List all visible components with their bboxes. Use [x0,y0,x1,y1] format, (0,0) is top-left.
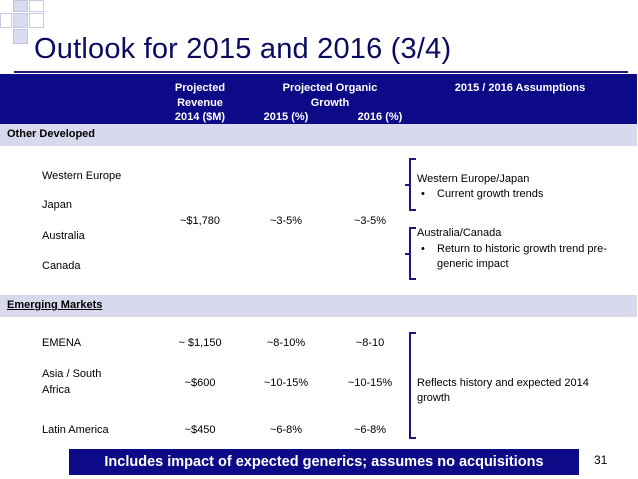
region-label: Africa [42,384,71,396]
growth-2015-value: ~8-10% [266,337,306,349]
decor-square [0,13,12,28]
decor-square [13,13,28,28]
region-label: Latin America [42,424,109,436]
region-label: Asia / South [42,368,102,380]
assumption-bullet: Return to historic growth trend pre- [437,243,607,255]
header-revenue-line3: 2014 ($M) [174,111,226,123]
header-growth-2015: 2015 (%) [263,111,309,123]
region-label: EMENA [42,337,82,349]
page-title: Outlook for 2015 and 2016 (3/4) [34,33,452,65]
growth-2016-value: ~6-8% [353,424,387,436]
growth-2016-value: ~8-10 [355,337,385,349]
title-divider [14,71,628,73]
decor-square [13,29,28,44]
region-label: Japan [42,199,72,211]
page-number: 31 [594,453,608,467]
decor-square [13,0,28,12]
footer-banner: Includes impact of expected generics; as… [69,449,579,475]
bullet-dot: • [421,188,425,200]
assumption-text: growth [417,392,451,404]
region-label: Australia [42,230,85,242]
section-label: Emerging Markets [7,299,103,311]
section-label: Other Developed [7,128,96,140]
header-growth-line2: Growth [310,97,350,109]
assumption-bullet: Current growth trends [437,188,544,200]
growth-2016-value: ~10-15% [347,377,393,389]
growth-2015-value: ~6-8% [269,424,303,436]
header-revenue-line2: Revenue [177,97,223,109]
decor-square [29,0,44,12]
bullet-dot: • [421,243,425,255]
section-other-developed [0,124,637,146]
section-emerging-markets [0,295,637,317]
region-label: Canada [42,260,81,272]
region-label: Western Europe [42,170,122,182]
revenue-value: ~ $1,150 [178,337,222,349]
bracket [405,227,416,280]
header-growth-line1: Projected Organic [282,82,378,94]
header-assumptions: 2015 / 2016 Assumptions [454,82,586,94]
assumption-text: Reflects history and expected 2014 [417,377,589,389]
bracket [409,332,416,439]
revenue-value: ~$450 [184,424,216,436]
assumption-bullet: generic impact [437,258,509,270]
revenue-value: ~$1,780 [179,215,221,227]
assumption-title: Australia/Canada [417,227,502,239]
growth-2015-value: ~3-5% [269,215,303,227]
growth-2015-value: ~10-15% [263,377,309,389]
assumption-title: Western Europe/Japan [417,173,530,185]
table-header: Projected Revenue 2014 ($M) Projected Or… [0,74,637,124]
revenue-value: ~$600 [184,377,216,389]
decor-square [29,13,44,28]
header-revenue-line1: Projected [174,82,226,94]
growth-2016-value: ~3-5% [353,215,387,227]
bracket [405,158,416,211]
header-growth-2016: 2016 (%) [357,111,403,123]
